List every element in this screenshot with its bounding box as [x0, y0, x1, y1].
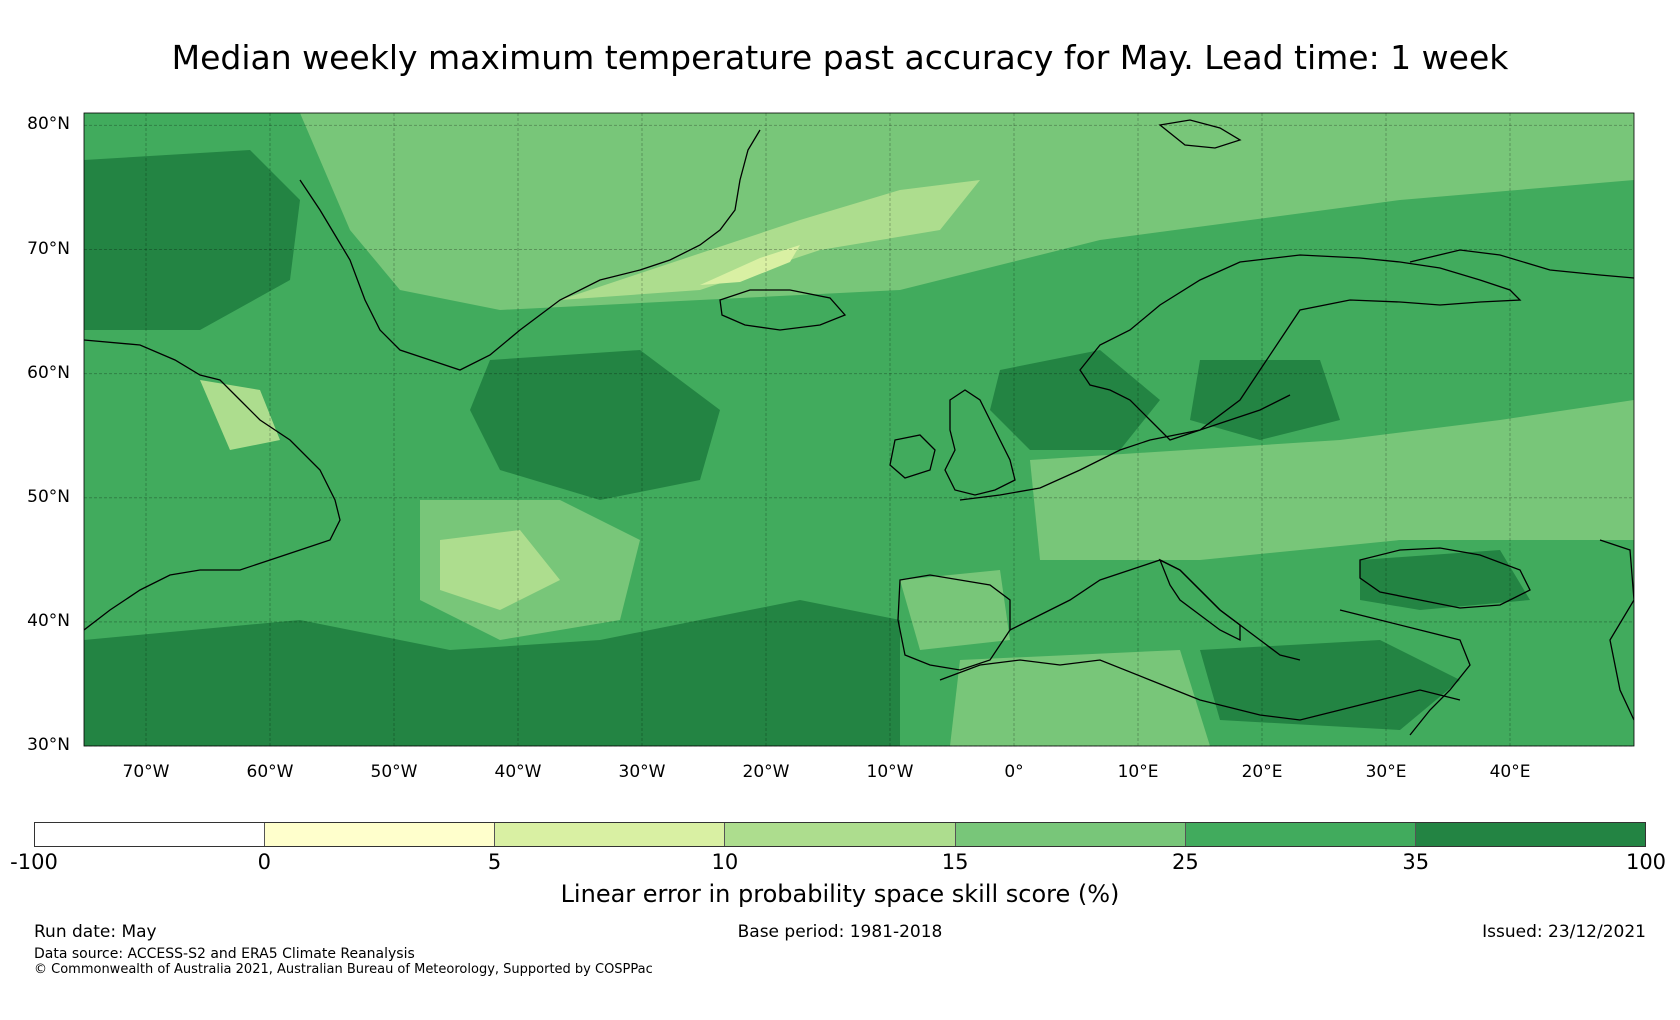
coastline-russia-north [1409, 249, 1634, 279]
colorbar-tick-label: 15 [941, 850, 969, 874]
lon-tick-label: 10°W [866, 762, 914, 782]
coastline-uk [944, 389, 1016, 496]
lon-tick-label: 30°E [1365, 762, 1407, 782]
colorbar-tick-label: 10 [711, 850, 739, 874]
coastline-caspian [1599, 539, 1634, 721]
colorbar-tick-label: 0 [257, 850, 271, 874]
map-frame [83, 112, 1635, 747]
colorbar-bin [1185, 823, 1416, 846]
colorbar-bin [265, 823, 496, 846]
map-gridlines [84, 113, 1634, 747]
coastline-europe-west [959, 394, 1291, 501]
coastline-svalbard [1158, 119, 1242, 149]
lat-tick-label: 80°N [27, 114, 70, 135]
copyright: © Commonwealth of Australia 2021, Austra… [34, 962, 653, 977]
lon-tick-label: 10°E [1117, 762, 1159, 782]
field-region-north-atlantic-light [300, 113, 1634, 310]
data-source: Data source: ACCESS-S2 and ERA5 Climate … [34, 946, 415, 962]
lat-tick-label: 40°N [27, 610, 70, 631]
skill-score-field [84, 113, 1634, 746]
field-region-azores-pale [440, 530, 560, 610]
field-region-central-atlantic-dark [470, 350, 720, 500]
colorbar-tick-label: 100 [1625, 850, 1667, 874]
lat-tick-label: 70°N [27, 238, 70, 259]
field-region-sahara-light [950, 650, 1210, 746]
colorbar-bin [725, 823, 956, 846]
field-region-labrador-dark [84, 150, 300, 330]
issued-date: Issued: 23/12/2021 [1482, 922, 1646, 942]
coastline-north-africa [939, 659, 1461, 721]
lat-tick-label: 50°N [27, 486, 70, 507]
coastline-iberia [897, 574, 1011, 671]
field-region-greenland-sea-pale [560, 180, 980, 300]
lon-tick-label: 70°W [122, 762, 170, 782]
coastline-labrador [84, 339, 341, 631]
colorbar-tick-label: 5 [487, 850, 502, 874]
field-region-subtropical-dark [84, 600, 900, 746]
coastline-ireland [889, 434, 936, 479]
colorbar [34, 822, 1646, 847]
colorbar-bin [495, 823, 726, 846]
coastlines [84, 119, 1634, 736]
colorbar-bin [35, 823, 266, 846]
lon-tick-label: 20°W [742, 762, 790, 782]
field-region-newfoundland-pale [200, 380, 280, 450]
colorbar-bin [1415, 823, 1645, 846]
field-region-baltic-dark [1190, 360, 1340, 440]
lon-tick-label: 40°W [494, 762, 542, 782]
colorbar-tick-label: 25 [1172, 850, 1199, 874]
field-region-europe-light [1030, 400, 1634, 560]
lat-tick-label: 30°N [27, 735, 70, 755]
colorbar-tick-label: -100 [10, 850, 58, 874]
run-date: Run date: May [34, 922, 157, 942]
lon-tick-label: 60°W [246, 762, 294, 782]
field-region-blacksea-dark [1360, 550, 1530, 610]
field-region-iberia-light [900, 570, 1010, 650]
lon-tick-label: 20°E [1241, 762, 1283, 782]
field-region-denmark-strait-pale [700, 245, 800, 285]
chart-title: Median weekly maximum temperature past a… [171, 38, 1509, 77]
coastline-greenland [299, 129, 761, 371]
colorbar-label: Linear error in probability space skill … [560, 880, 1120, 908]
coastline-italy [1158, 558, 1241, 642]
lon-tick-label: 50°W [370, 762, 418, 782]
coastline-iceland [719, 289, 847, 331]
coastline-turkey-levant [1339, 609, 1471, 736]
colorbar-tick-label: 35 [1402, 850, 1430, 874]
lon-tick-label: 40°E [1489, 762, 1531, 782]
lon-tick-label: 0° [1004, 762, 1024, 782]
lat-tick-label: 60°N [27, 362, 70, 383]
field-region-northsea-dark [990, 350, 1160, 450]
coastline-scandinavia [1079, 254, 1522, 441]
colorbar-bin [955, 823, 1186, 846]
lon-tick-label: 30°W [618, 762, 666, 782]
coastline-black-sea [1359, 547, 1531, 609]
field-region-mediterranean-dark [1200, 640, 1460, 730]
base-period: Base period: 1981-2018 [737, 922, 943, 942]
